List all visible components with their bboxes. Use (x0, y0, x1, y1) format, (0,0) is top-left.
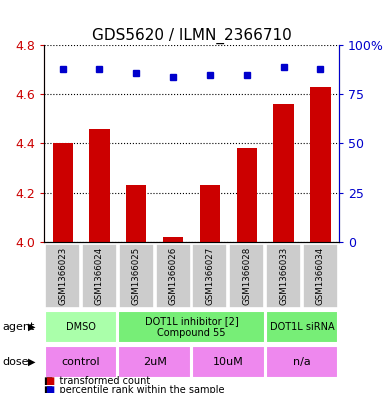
Bar (156, 244, 191, 308)
Text: GSM1366023: GSM1366023 (58, 247, 67, 305)
Text: GSM1366026: GSM1366026 (169, 247, 177, 305)
Text: GSM1366027: GSM1366027 (206, 247, 214, 305)
Bar (303, 244, 338, 308)
Text: GSM1366028: GSM1366028 (242, 247, 251, 305)
Bar (119, 311, 264, 343)
Bar (310, 87, 330, 242)
Title: GDS5620 / ILMN_2366710: GDS5620 / ILMN_2366710 (92, 28, 291, 44)
Bar (237, 148, 257, 242)
Text: ■  transformed count: ■ transformed count (44, 376, 151, 386)
Bar (119, 244, 154, 308)
Text: GSM1366025: GSM1366025 (132, 247, 141, 305)
Text: agent: agent (2, 322, 34, 332)
Bar (53, 143, 73, 242)
Bar (192, 346, 264, 378)
Bar (200, 185, 220, 242)
Bar (45, 311, 117, 343)
Bar (192, 244, 228, 308)
Text: DOT1L inhibitor [2]
Compound 55: DOT1L inhibitor [2] Compound 55 (145, 316, 238, 338)
Text: ■: ■ (45, 385, 54, 393)
Bar (266, 346, 338, 378)
Bar (119, 346, 191, 378)
Text: n/a: n/a (293, 357, 311, 367)
Bar (273, 104, 294, 242)
Text: DOT1L siRNA: DOT1L siRNA (270, 322, 334, 332)
Bar (229, 244, 264, 308)
Text: GSM1366024: GSM1366024 (95, 247, 104, 305)
Text: 10uM: 10uM (213, 357, 244, 367)
Bar (126, 185, 146, 242)
Text: GSM1366033: GSM1366033 (279, 247, 288, 305)
Bar (266, 311, 338, 343)
Text: dose: dose (2, 357, 28, 367)
Text: 2uM: 2uM (143, 357, 167, 367)
Bar (45, 244, 80, 308)
Text: DMSO: DMSO (66, 322, 96, 332)
Bar (89, 129, 110, 242)
Bar (266, 244, 301, 308)
Text: ■  percentile rank within the sample: ■ percentile rank within the sample (44, 385, 225, 393)
Bar (45, 346, 117, 378)
Text: control: control (62, 357, 100, 367)
Bar (82, 244, 117, 308)
Text: ▶: ▶ (28, 357, 35, 367)
Text: ■: ■ (45, 376, 54, 386)
Text: ▶: ▶ (28, 322, 35, 332)
Bar (163, 237, 183, 242)
Text: GSM1366034: GSM1366034 (316, 247, 325, 305)
